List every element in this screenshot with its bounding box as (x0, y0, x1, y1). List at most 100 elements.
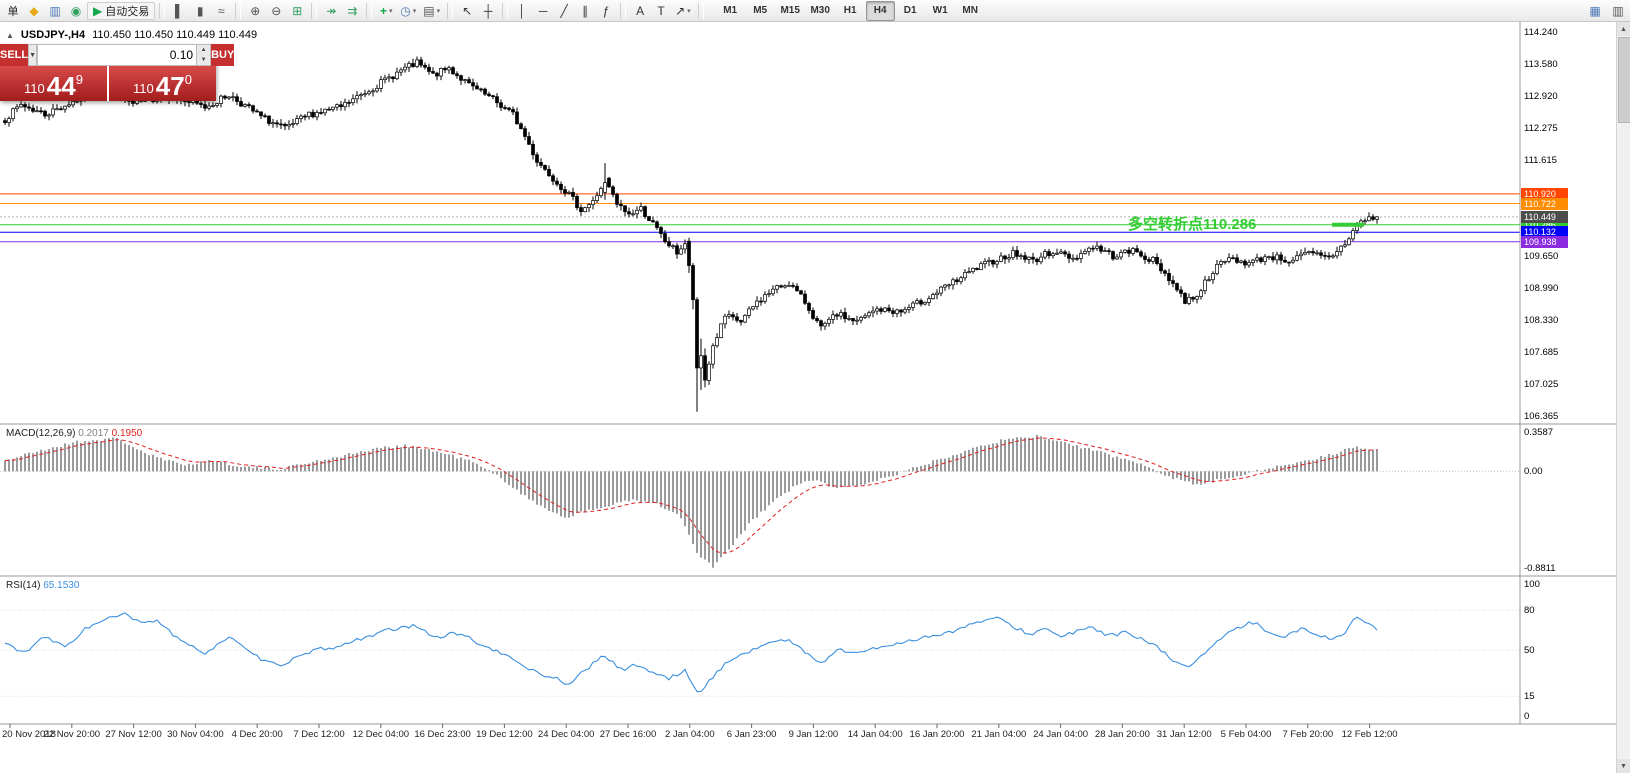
timeframe-m30-button[interactable]: M30 (810, 5, 830, 16)
rsi-axis-label: 100 (1524, 579, 1540, 590)
toolbar-separator (159, 2, 166, 19)
templates-icon: ▤ (423, 3, 435, 18)
hline-price-tag: 110.920 (1521, 187, 1568, 200)
line-chart-button[interactable]: ≈ (211, 2, 231, 20)
macd-axis-label: 0.00 (1524, 466, 1543, 478)
buy-button[interactable]: BUY (211, 44, 235, 66)
vertical-line-icon: │ (518, 3, 526, 18)
data-window-button[interactable]: ▥ (1608, 2, 1628, 20)
indicators-icon: + (379, 3, 387, 18)
trendline-button[interactable]: ╱ (554, 2, 574, 20)
sell-price-button[interactable]: 110 44 9 (0, 66, 107, 101)
chart-profile-button[interactable]: ▦ (1585, 2, 1605, 20)
indicators-button[interactable]: + ▾ (376, 2, 396, 20)
vertical-scrollbar[interactable]: ▲ ▼ (1616, 22, 1630, 773)
toolbar-separator (620, 2, 627, 19)
pivot-annotation[interactable]: 多空转折点110.286 (1128, 216, 1257, 233)
bar-chart-button[interactable]: ▌ (169, 2, 189, 20)
crosshair-button[interactable]: ┼ (478, 2, 498, 20)
periods-button[interactable]: ◷ ▾ (397, 2, 419, 20)
toolbar-separator (697, 2, 704, 19)
volume-input[interactable] (38, 45, 197, 65)
timeframe-h1-button[interactable]: H1 (843, 5, 857, 16)
horizontal-line-icon: ─ (538, 3, 548, 18)
templates-button[interactable]: ▤ ▾ (420, 2, 443, 20)
tile-windows-icon: ⊞ (292, 3, 303, 18)
toolbar: 单 ◆ ▥ ◉ ▶ 自动交易 ▌ ▮ ≈ ⊕ ⊖ ⊞ ↠ ⇉ + ▾ ◷ ▾ ▤ ▾ ↖ ┼ │ ─ ╱ ∥ ƒ A T ↗ ▾ M1 M5 M1… (0, 0, 1630, 22)
vertical-line-button[interactable]: │ (512, 2, 532, 20)
cursor-button[interactable]: ↖ (457, 2, 477, 20)
timeframe-m1-button[interactable]: M1 (723, 5, 738, 16)
arrows-button[interactable]: ↗ ▾ (672, 2, 694, 20)
chart-window[interactable]: ▲ USDJPY-,H4 110.450 110.450 110.449 110… (0, 22, 1616, 773)
sell-price-pip: 9 (75, 72, 83, 87)
timeframe-mn-button[interactable]: MN (962, 5, 978, 16)
arrows-icon: ↗ (675, 3, 686, 18)
scrollbar-thumb[interactable] (1618, 37, 1630, 123)
rsi-layer (0, 609, 1520, 697)
channel-button[interactable]: ∥ (575, 2, 595, 20)
horizontal-line-button[interactable]: ─ (533, 2, 553, 20)
timeframe-m15-button[interactable]: M15 (780, 5, 800, 16)
price-axis-label: 107.685 (1524, 346, 1559, 358)
sell-price-main: 44 (46, 71, 76, 101)
volume-up-button[interactable]: ▲ (196, 45, 211, 55)
macd-layer (0, 434, 1520, 568)
timeframe-w1-button[interactable]: W1 (932, 5, 948, 16)
price-axis-label: 113.580 (1524, 59, 1558, 71)
toolbar-separator (366, 2, 373, 19)
rsi-indicator-label: RSI(14) 65.1530 (6, 580, 79, 591)
macd-signal-value: 0.1950 (111, 428, 143, 439)
bar-chart-icon: ▌ (174, 3, 184, 18)
buy-price-prefix: 110 (133, 81, 154, 96)
text-button[interactable]: A (630, 2, 650, 20)
time-axis-label: 16 Jan 20:00 (909, 729, 965, 740)
frame-layer (0, 22, 1616, 725)
hlines-layer (0, 193, 1520, 243)
volume-down-button[interactable]: ▼ (196, 55, 211, 65)
time-axis-label: 12 Dec 04:00 (352, 729, 410, 740)
one-click-collapse-button[interactable]: ▲ (6, 30, 14, 40)
text-label-button[interactable]: T (651, 2, 671, 20)
autotrading-button[interactable]: ▶ 自动交易 (87, 1, 156, 20)
volume-options-button[interactable]: ▼ (28, 44, 38, 66)
zoom-out-button[interactable]: ⊖ (266, 2, 286, 20)
tile-windows-button[interactable]: ⊞ (287, 2, 307, 20)
market-watch-button[interactable]: ◉ (66, 2, 86, 20)
buy-price-button[interactable]: 110 47 0 (109, 66, 216, 101)
sell-button[interactable]: SELL (0, 44, 29, 66)
dropdown-caret-icon: ▾ (687, 7, 691, 15)
timeframe-h4-button[interactable]: H4 (865, 0, 895, 21)
buy-price-pip: 0 (184, 72, 192, 87)
menu-button[interactable]: 单 (7, 5, 19, 18)
timeframe-group: M1 M5 M15 M30 H1 H4 D1 W1 MN (716, 0, 985, 21)
timeframe-m5-button[interactable]: M5 (753, 5, 768, 16)
price-axis-label: 107.025 (1524, 378, 1559, 390)
new-order-button[interactable]: ◆ (24, 2, 44, 20)
time-axis-label: 9 Jan 12:00 (788, 729, 839, 740)
macd-axis-label: 0.3587 (1524, 427, 1554, 438)
price-axis-label: 108.330 (1524, 315, 1559, 327)
trendline-icon: ╱ (560, 3, 568, 18)
one-click-trading-panel: SELL ▼ ▲ ▼ BUY 110 44 9 110 (0, 44, 235, 101)
scroll-down-button[interactable]: ▼ (1617, 759, 1630, 773)
auto-scroll-icon: ↠ (326, 3, 337, 18)
rsi-axis-label: 80 (1524, 605, 1535, 617)
chart-shift-button[interactable]: ⇉ (342, 2, 362, 20)
chart-canvas[interactable] (0, 22, 1616, 773)
toolbar-separator (447, 2, 454, 19)
time-axis-label: 19 Dec 12:00 (476, 729, 533, 740)
timeframe-d1-button[interactable]: D1 (903, 5, 917, 16)
fibonacci-button[interactable]: ƒ (596, 2, 616, 20)
price-axis-label: 111.615 (1524, 154, 1557, 166)
zoom-in-button[interactable]: ⊕ (245, 2, 265, 20)
price-axis-label: 108.990 (1524, 282, 1559, 294)
candlestick-chart-button[interactable]: ▮ (190, 2, 210, 20)
time-axis-label: 28 Jan 20:00 (1094, 729, 1150, 740)
cursor-icon: ↖ (462, 3, 473, 18)
auto-scroll-button[interactable]: ↠ (321, 2, 341, 20)
charts-button[interactable]: ▥ (45, 2, 65, 20)
scroll-up-button[interactable]: ▲ (1617, 22, 1630, 36)
hline-price-tag: 110.132 (1521, 226, 1568, 239)
